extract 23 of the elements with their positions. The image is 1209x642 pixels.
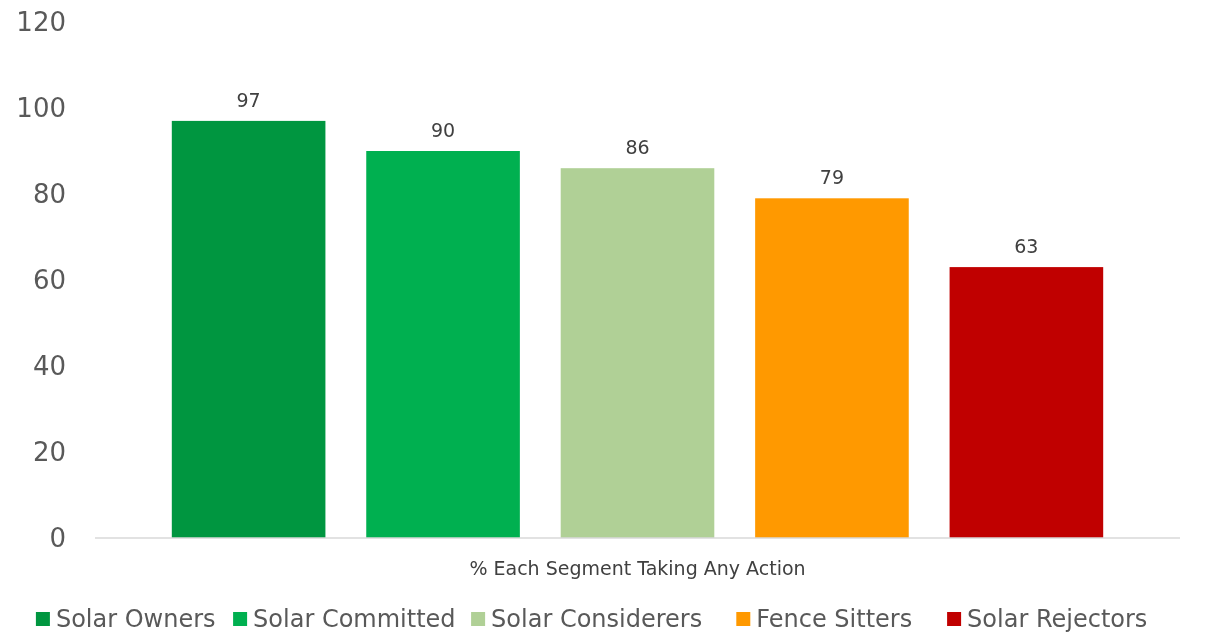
y-tick-label: 100 <box>16 93 66 124</box>
bar <box>560 168 715 538</box>
bar <box>171 120 326 538</box>
data-label: 90 <box>430 119 456 141</box>
bar <box>949 267 1104 538</box>
bar <box>366 151 520 538</box>
bar <box>755 198 909 538</box>
y-tick-label: 60 <box>32 265 66 296</box>
data-label: 97 <box>236 88 261 111</box>
legend-label: Solar Owners <box>55 605 216 633</box>
data-label: 63 <box>1014 235 1039 258</box>
legend-label: Solar Rejectors <box>967 605 1148 633</box>
legend-label: Solar Considerers <box>491 605 703 633</box>
y-tick-label: 80 <box>32 179 66 210</box>
y-tick-label: 40 <box>32 351 66 382</box>
data-label: 86 <box>625 136 650 159</box>
data-label: 79 <box>819 166 845 189</box>
y-tick-label: 20 <box>32 437 66 468</box>
y-tick-label: 120 <box>16 7 66 38</box>
y-tick-label: 0 <box>49 523 66 554</box>
x-tick-label: % Each Segment Taking Any Action <box>469 557 806 579</box>
legend-label: Fence Sitters <box>756 605 913 633</box>
legend-label: Solar Committed <box>253 605 456 633</box>
